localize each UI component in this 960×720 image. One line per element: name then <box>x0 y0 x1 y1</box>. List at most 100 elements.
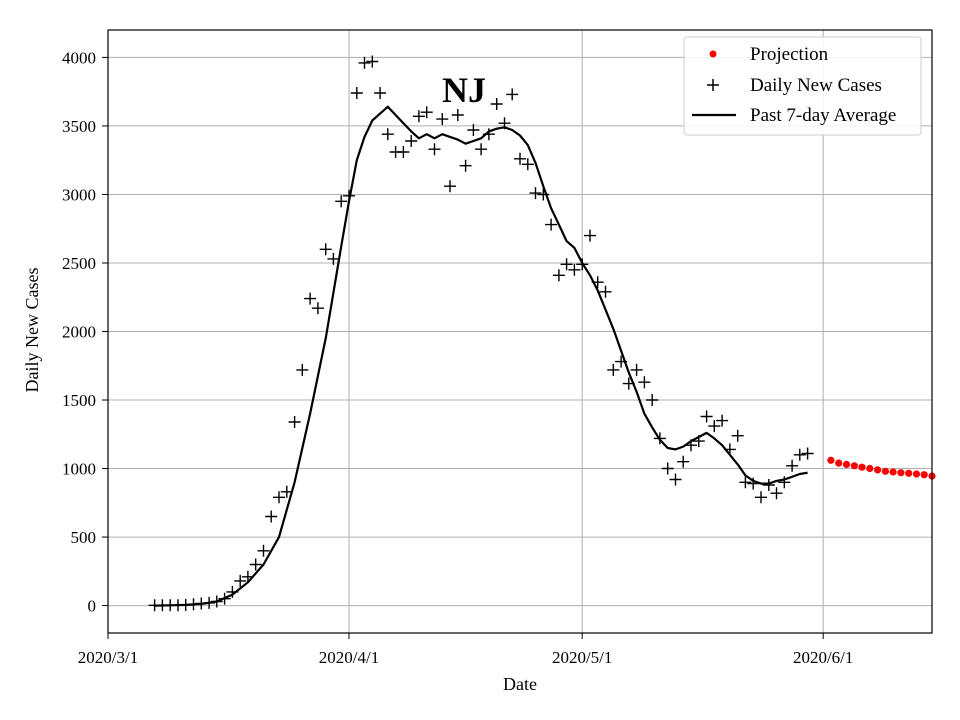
projection-point <box>881 467 890 475</box>
legend-average-label: Past 7-day Average <box>750 105 896 126</box>
daily-case-point <box>257 544 270 557</box>
daily-case-point <box>475 143 488 156</box>
daily-case-point <box>591 276 604 289</box>
daily-case-point <box>560 258 573 271</box>
daily-case-point <box>311 302 324 315</box>
legend-daily-cases-label: Daily New Cases <box>750 75 882 96</box>
daily-case-point <box>576 258 589 271</box>
y-tick-label: 0 <box>88 597 97 616</box>
grid-lines <box>107 30 932 633</box>
daily-case-point <box>490 98 503 110</box>
daily-case-point <box>467 124 480 136</box>
daily-case-point <box>723 443 736 456</box>
daily-case-point <box>265 510 278 523</box>
daily-case-point <box>638 376 651 389</box>
projection-point <box>874 466 882 474</box>
daily-case-point <box>218 592 231 605</box>
daily-case-point <box>661 462 674 475</box>
legend-projection-marker <box>709 50 717 58</box>
projection-point <box>920 471 928 479</box>
daily-case-point <box>343 189 355 202</box>
daily-case-point <box>739 476 752 489</box>
daily-case-point <box>545 218 558 231</box>
daily-case-point <box>747 477 760 490</box>
daily-case-point <box>801 447 814 460</box>
y-tick-label: 3000 <box>62 185 96 204</box>
daily-case-point <box>436 113 449 126</box>
daily-case-point <box>607 363 620 376</box>
daily-case-point <box>280 485 293 498</box>
daily-case-point <box>770 487 783 500</box>
daily-case-point <box>646 394 659 406</box>
daily-case-point <box>327 252 340 265</box>
daily-case-point <box>716 414 729 427</box>
y-tick-label: 1500 <box>62 391 96 410</box>
y-tick-label: 4000 <box>62 48 96 67</box>
legend: Projection Daily New Cases Past 7-day Av… <box>683 36 922 136</box>
projection-point <box>897 469 905 477</box>
projection-point <box>866 464 874 473</box>
daily-case-point <box>405 135 418 147</box>
daily-case-point <box>350 87 363 99</box>
daily-case-point <box>669 473 682 486</box>
daily-case-point <box>397 146 410 158</box>
x-tick-label: 2020/6/1 <box>793 648 853 667</box>
daily-case-point <box>778 476 791 489</box>
daily-case-point <box>521 158 534 171</box>
daily-case-point <box>584 229 596 242</box>
daily-case-point <box>700 410 713 423</box>
projection-point <box>835 459 843 467</box>
state-annotation: NJ <box>442 70 486 110</box>
daily-case-point <box>304 292 317 305</box>
daily-case-point <box>366 55 379 68</box>
daily-case-point <box>234 574 247 587</box>
daily-case-point <box>537 188 550 201</box>
daily-case-point <box>288 416 301 428</box>
daily-case-point <box>685 439 697 452</box>
projection-point <box>889 468 897 476</box>
daily-case-point <box>444 180 456 193</box>
daily-case-point <box>568 263 581 276</box>
axis-ticks: 0 500 1000 1500 2000 2500 3000 3500 4000 2020/3/1… <box>62 48 853 667</box>
y-axis-label: Daily New Cases <box>22 268 42 393</box>
projection-point <box>912 470 921 478</box>
daily-case-point <box>498 117 511 130</box>
average-line <box>154 105 808 607</box>
series-daily-new-cases <box>148 55 814 612</box>
daily-case-point <box>653 432 666 445</box>
legend-box <box>683 36 922 136</box>
daily-case-point <box>358 56 371 69</box>
y-tick-label: 2500 <box>62 254 96 273</box>
projection-point <box>842 460 851 468</box>
x-tick-label: 2020/5/1 <box>552 648 612 667</box>
daily-case-point <box>708 420 721 433</box>
legend-daily-cases-marker <box>707 79 719 91</box>
daily-case-point <box>786 459 799 472</box>
daily-case-point <box>793 448 806 461</box>
daily-case-point <box>226 585 239 598</box>
daily-case-point <box>451 109 464 121</box>
daily-case-point <box>428 143 441 156</box>
daily-case-point <box>552 269 565 282</box>
daily-case-point <box>630 363 643 376</box>
projection-point <box>850 462 858 470</box>
projection-point <box>905 469 913 477</box>
daily-case-point <box>420 106 433 119</box>
daily-case-point <box>731 429 744 442</box>
daily-case-point <box>273 491 285 504</box>
y-tick-label: 3500 <box>62 117 96 136</box>
x-tick-label: 2020/4/1 <box>319 648 379 667</box>
x-tick-label: 2020/3/1 <box>78 648 138 667</box>
projection-point <box>827 456 835 464</box>
daily-case-point <box>203 596 216 609</box>
daily-case-point <box>459 159 472 172</box>
daily-case-point <box>249 558 262 571</box>
daily-case-point <box>374 87 387 99</box>
daily-case-point <box>762 479 775 491</box>
daily-case-point <box>599 285 612 298</box>
daily-case-point <box>692 435 705 448</box>
legend-projection-label: Projection <box>750 44 829 65</box>
x-axis-label: Date <box>503 674 537 694</box>
y-tick-label: 500 <box>71 528 97 547</box>
